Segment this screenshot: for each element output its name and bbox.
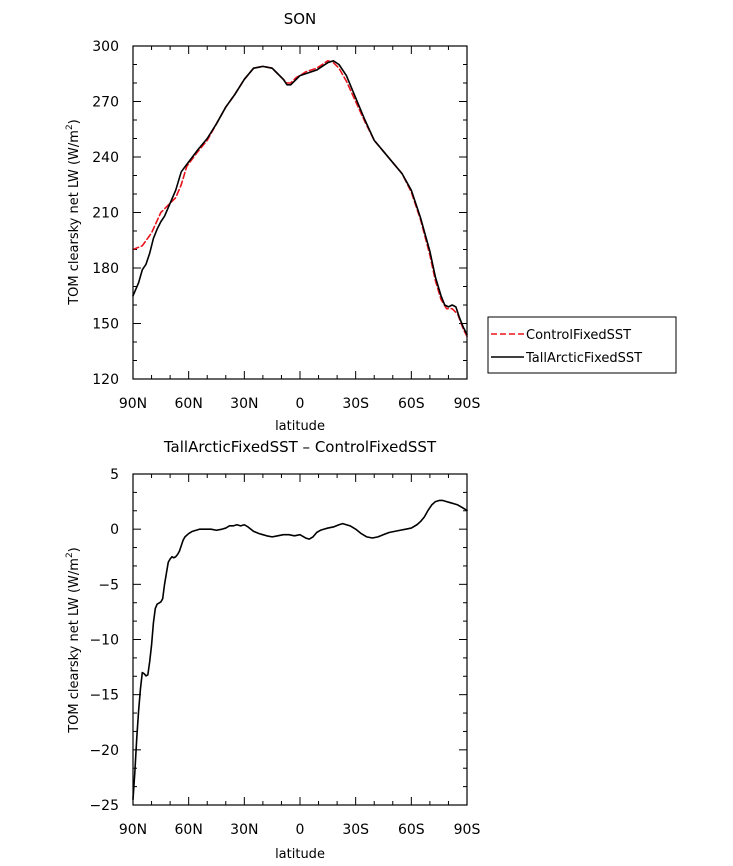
top-chart-x-tick-label: 0 xyxy=(296,396,305,412)
top-chart-x-tick-label: 30N xyxy=(230,396,258,412)
top-chart-series xyxy=(132,59,468,338)
bottom-chart-y-tick-label: 0 xyxy=(110,522,119,538)
top-chart-x-tick-label: 90N xyxy=(119,396,147,412)
top-chart-y-tick-label: 300 xyxy=(92,39,119,55)
bottom-chart-x-tick-label: 60S xyxy=(398,822,425,838)
bottom-chart-y-tick-label: −25 xyxy=(89,798,119,814)
bottom-chart-x-tick-label: 30N xyxy=(230,822,258,838)
top-chart-panel: SON 120 150 180 210 240 270 300 90N 60N 30N 0 30S 6… xyxy=(65,10,677,434)
top-chart-y-tick-label: 240 xyxy=(92,150,119,166)
bottom-chart-frame xyxy=(132,473,468,806)
top-chart-y-tick-label: 120 xyxy=(92,372,119,388)
top-chart-x-tick-label: 30S xyxy=(342,396,369,412)
bottom-chart-y-tick-label: −20 xyxy=(89,743,119,759)
top-chart-y-axis-label-main: TOM clearsky net LW (W/m xyxy=(67,130,82,306)
bottom-chart-y-tick-label: 5 xyxy=(110,467,119,483)
bottom-chart-x-axis-label: latitude xyxy=(275,847,325,862)
bottom-chart-y-axis-label-close: ) xyxy=(67,547,82,552)
bottom-chart-title: TallArcticFixedSST – ControlFixedSST xyxy=(163,438,437,456)
bottom-chart-x-tick-label: 30S xyxy=(342,822,369,838)
bottom-chart-series xyxy=(132,499,468,801)
bottom-chart-y-tick-label: −15 xyxy=(89,688,119,704)
legend-box xyxy=(487,316,677,374)
bottom-chart-panel: TallArcticFixedSST – ControlFixedSST −25… xyxy=(65,438,480,862)
top-chart-y-tick-label: 270 xyxy=(92,95,119,111)
top-chart-x-tick-label: 90S xyxy=(454,396,481,412)
bottom-chart-y-tick-label: −10 xyxy=(89,633,119,649)
top-chart-frame xyxy=(132,45,468,380)
bottom-chart-series-difference xyxy=(132,499,468,801)
top-chart-y-tick-labels: 120 150 180 210 240 270 300 xyxy=(92,39,119,388)
top-chart-y-tick-label: 180 xyxy=(92,261,119,277)
bottom-chart-y-axis-label: TOM clearsky net LW (W/m2) xyxy=(65,547,82,734)
top-chart-title: SON xyxy=(284,10,317,28)
bottom-chart-x-tick-label: 0 xyxy=(296,822,305,838)
legend-label-tallarctic: TallArcticFixedSST xyxy=(525,351,642,366)
legend-label-control: ControlFixedSST xyxy=(526,328,631,343)
bottom-chart-x-tick-label: 90S xyxy=(454,822,481,838)
top-chart-x-tick-label: 60N xyxy=(175,396,203,412)
top-chart-series-controlfixedsst xyxy=(132,59,468,338)
bottom-chart-x-tick-label: 60N xyxy=(175,822,203,838)
top-chart-y-tick-label: 210 xyxy=(92,206,119,222)
top-chart-legend: ControlFixedSST TallArcticFixedSST xyxy=(487,316,677,374)
top-chart-ticks xyxy=(132,45,468,380)
top-chart-series-tallarcticfixedsst xyxy=(132,59,468,336)
top-chart-y-axis-label-exponent: 2 xyxy=(65,124,75,130)
bottom-chart-y-axis-label-main: TOM clearsky net LW (W/m xyxy=(67,558,82,734)
bottom-chart-x-tick-label: 90N xyxy=(119,822,147,838)
bottom-chart-y-tick-label: −5 xyxy=(98,577,119,593)
top-chart-y-axis-label-close: ) xyxy=(67,119,82,124)
top-chart-x-axis-label: latitude xyxy=(275,419,325,434)
top-chart-y-tick-label: 150 xyxy=(92,317,119,333)
bottom-chart-ticks xyxy=(132,473,468,806)
top-chart-x-tick-labels: 90N 60N 30N 0 30S 60S 90S xyxy=(119,396,481,412)
top-chart-y-axis-label: TOM clearsky net LW (W/m2) xyxy=(65,119,82,306)
top-chart-x-tick-label: 60S xyxy=(398,396,425,412)
bottom-chart-y-axis-label-exponent: 2 xyxy=(65,552,75,558)
bottom-chart-y-tick-labels: −25 −20 −15 −10 −5 0 5 xyxy=(89,467,119,814)
bottom-chart-x-tick-labels: 90N 60N 30N 0 30S 60S 90S xyxy=(119,822,481,838)
